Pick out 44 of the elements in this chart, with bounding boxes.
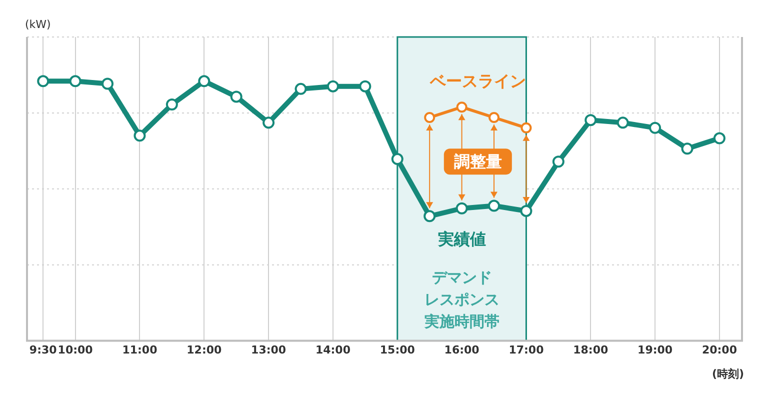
point	[488, 200, 500, 212]
point	[649, 122, 662, 134]
x-axis-title: (時刻)	[712, 368, 744, 381]
point	[326, 80, 339, 92]
point	[230, 90, 242, 103]
point	[520, 204, 532, 217]
x-tick-label: 16:00	[444, 343, 480, 356]
point	[681, 142, 694, 155]
point	[134, 130, 146, 142]
point	[488, 112, 500, 123]
point	[616, 116, 629, 129]
point	[552, 156, 564, 168]
x-tick-label: 17:00	[508, 343, 544, 356]
point	[424, 210, 436, 222]
point	[359, 80, 372, 92]
point	[391, 153, 404, 166]
x-tick-label: 20:00	[702, 343, 738, 356]
point	[69, 75, 82, 88]
x-tick-label: 9:30	[29, 343, 58, 356]
point	[166, 98, 178, 111]
x-tick-label: 11:00	[122, 343, 158, 356]
x-tick-label: 13:00	[251, 343, 286, 356]
x-tick-label: 18:00	[573, 343, 608, 356]
x-tick-label: 19:00	[638, 343, 673, 356]
point	[713, 132, 726, 144]
x-tick-label: 12:00	[186, 343, 222, 356]
point	[294, 82, 307, 95]
x-tick-label: 14:00	[315, 343, 351, 356]
point	[456, 202, 468, 214]
x-tick-label: 15:00	[380, 343, 416, 356]
point	[584, 114, 597, 126]
series-label: 実績値	[436, 229, 486, 248]
annotation: 調整量	[454, 152, 502, 171]
point	[198, 75, 210, 88]
series-label: ベースライン	[428, 71, 526, 90]
point	[456, 102, 468, 113]
band-label: デマンドレスポンス実施時間帯	[423, 268, 500, 331]
x-tick-label: 10:00	[58, 343, 94, 356]
point	[520, 122, 532, 134]
point	[37, 75, 50, 88]
point	[102, 78, 114, 90]
point	[262, 116, 275, 129]
y-axis-title: (kW)	[25, 18, 51, 31]
point	[424, 112, 436, 123]
